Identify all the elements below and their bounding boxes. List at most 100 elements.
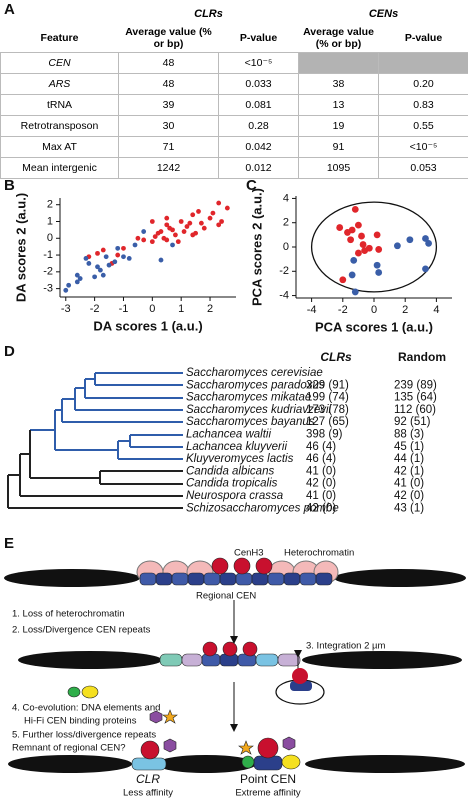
- column-header: P-value: [239, 32, 278, 44]
- binding-proteins: [67, 685, 178, 724]
- point: [193, 230, 199, 236]
- point: [121, 245, 126, 251]
- label: CLR: [136, 772, 160, 786]
- point: [97, 267, 103, 273]
- random-count: 239 (89): [394, 379, 437, 391]
- column-header: CLRs: [320, 350, 352, 364]
- column-header: Average value (% or bp): [303, 26, 374, 50]
- circle-outline: [310, 201, 438, 293]
- label: Remnant of regional CEN?: [12, 743, 126, 754]
- species-name: Saccharomyces kudriavzevii: [186, 404, 332, 416]
- phylogeny: [7, 372, 183, 509]
- y-axis-label: DA scores 2 (a.u.): [13, 193, 28, 302]
- point: [219, 219, 224, 224]
- x-tick-label: 0: [149, 303, 155, 315]
- point: [201, 225, 207, 231]
- point: [175, 239, 181, 245]
- table-cell: Retrotransposon: [0, 115, 119, 137]
- point: [115, 252, 121, 258]
- species-name: Schizosaccharomyces pombe: [186, 502, 339, 514]
- point: [422, 265, 429, 273]
- point: [198, 220, 204, 226]
- species-name: Saccharomyces mikatae: [186, 392, 311, 404]
- species-name: Neurospora crassa: [186, 490, 283, 502]
- species-name: Lachancea waltii: [186, 429, 271, 441]
- point: [66, 282, 72, 288]
- label: Less affinity: [123, 788, 173, 799]
- species-name: Saccharomyces bayanus: [186, 416, 315, 428]
- group-header: CLRs: [194, 8, 223, 20]
- clr-count: 173 (78): [306, 404, 349, 416]
- x-tick-label: 2: [402, 304, 408, 316]
- point: [375, 246, 383, 253]
- point: [359, 241, 367, 248]
- column-header: Average value (% or bp): [125, 26, 212, 50]
- x-tick-label: 4: [433, 304, 439, 316]
- point: [350, 256, 358, 264]
- panel-label: A: [4, 1, 15, 18]
- point: [373, 231, 381, 239]
- point: [196, 209, 201, 214]
- y-tick-label: -1: [43, 249, 53, 261]
- y-tick-label: 2: [47, 199, 53, 211]
- clr-count: 41 (0): [306, 465, 336, 477]
- point: [336, 224, 344, 231]
- species-name: Candida albicans: [186, 465, 274, 477]
- point: [351, 288, 359, 296]
- y-tick-label: 1: [47, 215, 53, 227]
- point: [190, 212, 196, 218]
- step: 5. Further loss/divergence repeats: [12, 730, 156, 741]
- random-count: 88 (3): [394, 429, 424, 441]
- species-name: Saccharomyces paradoxus: [186, 379, 325, 391]
- x-tick-label: 0: [371, 304, 377, 316]
- step: 2. Loss/Divergence CEN repeats: [12, 625, 151, 636]
- point: [132, 242, 138, 248]
- chromosome-point: [8, 736, 465, 773]
- species-name: Candida tropicalis: [186, 478, 278, 490]
- table-cell: Mean intergenic: [0, 157, 119, 179]
- y-tick-label: -2: [43, 266, 53, 278]
- point: [224, 205, 230, 211]
- species-name: Lachancea kluyverii: [186, 441, 287, 453]
- step: Hi-Fi CEN binding proteins: [24, 716, 137, 727]
- point: [375, 269, 383, 276]
- point: [339, 276, 347, 284]
- point: [210, 210, 216, 216]
- point: [74, 279, 80, 285]
- label: Point CEN: [240, 772, 296, 786]
- point: [74, 272, 80, 278]
- y-axis-label: PCA scores 2 (a.u.): [249, 188, 264, 306]
- clr-count: 42 (0): [306, 478, 336, 490]
- table-cell: 1242: [118, 157, 219, 179]
- point: [187, 220, 193, 226]
- table-cell: 0.012: [217, 157, 300, 179]
- feature-table: CLRs CENs Feature Average value (% or bp)…: [0, 4, 468, 179]
- point: [348, 226, 356, 234]
- point: [358, 232, 365, 240]
- random-count: 112 (60): [394, 404, 436, 416]
- random-count: 45 (1): [394, 441, 424, 453]
- point: [135, 235, 141, 241]
- x-tick-label: -1: [119, 303, 129, 315]
- x-tick-label: -2: [90, 303, 100, 315]
- point: [406, 236, 414, 244]
- point: [95, 250, 100, 256]
- random-count: 92 (51): [394, 416, 431, 428]
- point: [164, 237, 170, 243]
- clr-count: 46 (4): [306, 453, 336, 465]
- label: Heterochromatin: [284, 548, 354, 559]
- table-cell: 1095: [298, 157, 380, 179]
- clr-count: 46 (4): [306, 441, 336, 453]
- point: [373, 261, 381, 269]
- group-header: CENs: [368, 8, 399, 20]
- chromosome-regional: [4, 557, 466, 587]
- table-cell: 0.053: [378, 157, 468, 179]
- point: [126, 256, 132, 261]
- x-tick-label: -4: [307, 304, 317, 316]
- point: [347, 236, 354, 244]
- point: [152, 234, 158, 239]
- point: [425, 239, 432, 247]
- label: Regional CEN: [196, 591, 256, 602]
- step: 1. Loss of heterochromatin: [12, 609, 124, 620]
